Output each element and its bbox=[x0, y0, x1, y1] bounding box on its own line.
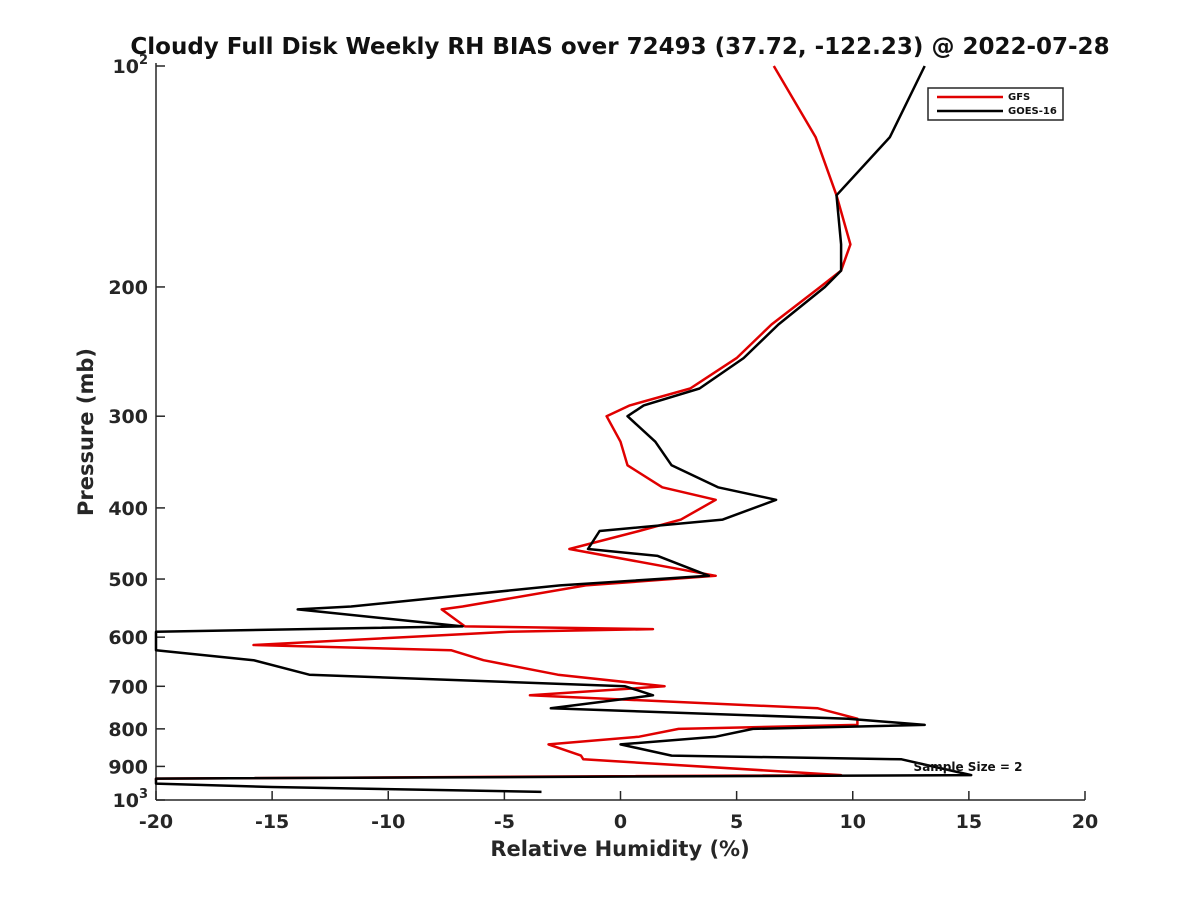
y-tick-label: 800 bbox=[108, 719, 148, 741]
y-tick-label: 600 bbox=[108, 627, 148, 649]
y-tick-label: 102 bbox=[113, 53, 149, 78]
series-line-gfs bbox=[154, 65, 859, 781]
y-tick-label: 103 bbox=[113, 787, 149, 812]
x-tick-label: 10 bbox=[840, 811, 866, 833]
y-tick-label: 900 bbox=[108, 756, 148, 778]
legend-box bbox=[927, 87, 1064, 121]
x-axis-label: Relative Humidity (%) bbox=[490, 837, 749, 861]
y-axis-label: Pressure (mb) bbox=[74, 348, 98, 516]
y-tick-label: 700 bbox=[108, 676, 148, 698]
series-line-goes-16 bbox=[154, 65, 973, 794]
x-tick-label: -15 bbox=[255, 811, 289, 833]
y-ticks: 102 200 300 400 500 600 700 800 900 103 bbox=[108, 53, 165, 812]
y-tick-label: 500 bbox=[108, 569, 148, 591]
sample-size-annotation: Sample Size = 2 bbox=[914, 760, 1023, 774]
series-layer bbox=[154, 65, 973, 794]
x-tick-label: -20 bbox=[139, 811, 173, 833]
legend-goes-label: GOES-16 bbox=[1008, 106, 1057, 117]
chart-title: Cloudy Full Disk Weekly RH BIAS over 724… bbox=[130, 34, 1109, 60]
x-tick-label: 20 bbox=[1072, 811, 1098, 833]
x-tick-label: 15 bbox=[956, 811, 982, 833]
y-tick-label: 400 bbox=[108, 498, 148, 520]
x-ticks: -20 -15 -10 -5 0 5 10 15 20 bbox=[139, 791, 1098, 833]
y-tick-label: 200 bbox=[108, 277, 148, 299]
x-tick-label: 0 bbox=[614, 811, 627, 833]
legend-gfs-label: GFS bbox=[1008, 92, 1030, 103]
x-tick-label: 5 bbox=[730, 811, 743, 833]
y-tick-label: 300 bbox=[108, 406, 148, 428]
x-tick-label: -5 bbox=[494, 811, 515, 833]
legend: GFS GOES-16 bbox=[927, 87, 1064, 121]
x-tick-label: -10 bbox=[371, 811, 405, 833]
